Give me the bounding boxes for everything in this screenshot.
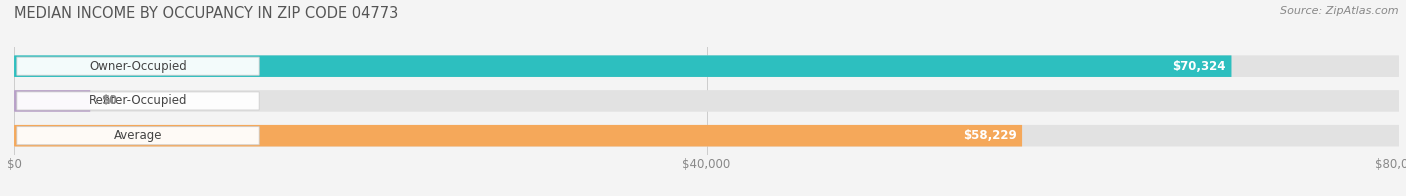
Text: Renter-Occupied: Renter-Occupied [89,94,187,107]
FancyBboxPatch shape [14,125,1022,146]
FancyBboxPatch shape [17,92,259,110]
Text: Source: ZipAtlas.com: Source: ZipAtlas.com [1281,6,1399,16]
Text: MEDIAN INCOME BY OCCUPANCY IN ZIP CODE 04773: MEDIAN INCOME BY OCCUPANCY IN ZIP CODE 0… [14,6,398,21]
Text: Owner-Occupied: Owner-Occupied [89,60,187,73]
FancyBboxPatch shape [14,55,1399,77]
Text: Average: Average [114,129,162,142]
FancyBboxPatch shape [14,55,1232,77]
Text: $0: $0 [101,94,118,107]
FancyBboxPatch shape [14,90,1399,112]
Text: $58,229: $58,229 [963,129,1017,142]
FancyBboxPatch shape [14,90,90,112]
FancyBboxPatch shape [17,57,259,75]
FancyBboxPatch shape [17,127,259,145]
FancyBboxPatch shape [14,125,1399,146]
Text: $70,324: $70,324 [1173,60,1226,73]
